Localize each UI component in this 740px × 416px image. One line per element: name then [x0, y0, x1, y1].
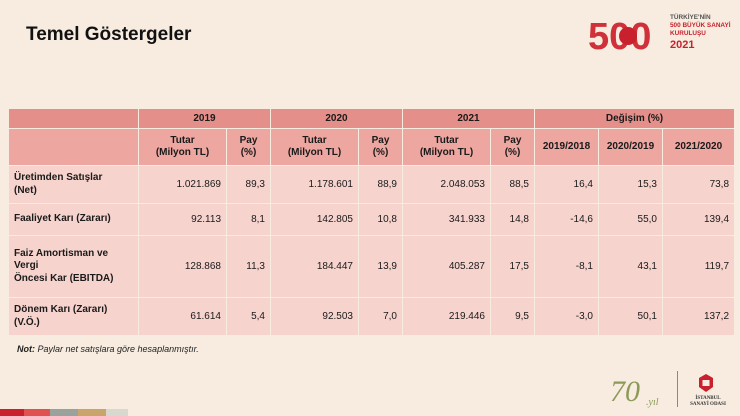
row-label: Faiz Amortisman ve Vergi Öncesi Kar (EBITD… — [8, 235, 139, 298]
header-row-columns: Tutar (Milyon TL) Pay (%) Tutar (Milyon TL… — [8, 128, 736, 166]
header-year-2020: 2020 — [270, 108, 403, 129]
header-year-2021: 2021 — [402, 108, 535, 129]
cell-value: 11,3 — [226, 235, 271, 298]
cell-value: 61.614 — [138, 297, 227, 336]
footer-stripe — [78, 409, 106, 416]
cell-value: 92.503 — [270, 297, 359, 336]
header-share-2021: Pay (%) — [490, 128, 535, 166]
cell-value: 10,8 — [358, 203, 403, 236]
cell-value: 50,1 — [598, 297, 663, 336]
logo-line1: TÜRKİYE'NİN — [670, 14, 711, 21]
logo-year: 2021 — [670, 38, 695, 51]
anniversary-suffix: .yıl — [646, 397, 659, 408]
cell-value: 92.113 — [138, 203, 227, 236]
header-share-2020: Pay (%) — [358, 128, 403, 166]
cell-value: 14,8 — [490, 203, 535, 236]
footer-stripe — [24, 409, 50, 416]
logo-line3: KURULUŞU — [670, 30, 706, 38]
header-change-2021-2020: 2021/2020 — [661, 128, 736, 166]
cell-value: 1.021.869 — [138, 165, 227, 204]
cell-value: 73,8 — [661, 165, 736, 204]
cell-value: 88,9 — [358, 165, 403, 204]
cell-value: 142.805 — [270, 203, 359, 236]
isotope-500-logo: 500 — [588, 16, 651, 58]
cell-value: -3,0 — [534, 297, 599, 336]
cell-value: 405.287 — [402, 235, 491, 298]
cell-value: 8,1 — [226, 203, 271, 236]
note-label: Not: — [17, 344, 35, 354]
header-amount-2020: Tutar (Milyon TL) — [270, 128, 359, 166]
cell-value: 9,5 — [490, 297, 535, 336]
header-share-2019: Pay (%) — [226, 128, 271, 166]
logo-caption: TÜRKİYE'NİN 500 BÜYÜK SANAYİ KURULUŞU 20… — [670, 14, 734, 51]
cell-value: 139,4 — [661, 203, 736, 236]
indicators-table: 2019 2020 2021 Değişim (%) Tutar (Milyon … — [8, 108, 736, 336]
cell-value: 184.447 — [270, 235, 359, 298]
istanbul-chamber-name: İSTANBUL SANAYİ ODASI — [690, 396, 726, 407]
table-row: Üretimden Satışlar (Net) 1.021.869 89,3 1… — [8, 165, 736, 204]
cell-value: 2.048.053 — [402, 165, 491, 204]
header-change: Değişim (%) — [533, 108, 736, 129]
cell-value: 119,7 — [661, 235, 736, 298]
header-row-years: 2019 2020 2021 Değişim (%) — [8, 108, 736, 129]
cell-value: 88,5 — [490, 165, 535, 204]
logo-line2: 500 BÜYÜK SANAYİ — [670, 22, 731, 30]
page-title: Temel Göstergeler — [26, 24, 192, 45]
footer-stripe — [0, 409, 24, 416]
note-text: Paylar net satışlara göre hesaplanmıştır… — [35, 344, 199, 354]
table-row: Faiz Amortisman ve Vergi Öncesi Kar (EBITD… — [8, 235, 736, 298]
header-year-2019: 2019 — [138, 108, 271, 129]
header-corner-2 — [8, 128, 139, 166]
cell-value: 219.446 — [402, 297, 491, 336]
anniversary-70-logo: 70 .yıl — [610, 375, 659, 408]
cell-value: 5,4 — [226, 297, 271, 336]
header-corner — [8, 108, 139, 129]
table-footnote: Not: Paylar net satışlara göre hesaplanm… — [17, 344, 199, 354]
cell-value: -14,6 — [534, 203, 599, 236]
row-label: Üretimden Satışlar (Net) — [8, 165, 139, 204]
anniversary-number: 70 — [610, 375, 640, 408]
header-change-2019-2018: 2019/2018 — [534, 128, 599, 166]
table-row: Faaliyet Karı (Zararı) 92.113 8,1 142.80… — [8, 203, 736, 236]
header-change-2020-2019: 2020/2019 — [598, 128, 663, 166]
cell-value: 7,0 — [358, 297, 403, 336]
row-label: Dönem Karı (Zararı) (V.Ö.) — [8, 297, 139, 336]
header-amount-2019: Tutar (Milyon TL) — [138, 128, 227, 166]
footer-stripe — [50, 409, 78, 416]
cell-value: 137,2 — [661, 297, 736, 336]
cell-value: 17,5 — [490, 235, 535, 298]
cell-value: 128.868 — [138, 235, 227, 298]
footer-stripe — [106, 409, 128, 416]
cell-value: 13,9 — [358, 235, 403, 298]
cell-value: 341.933 — [402, 203, 491, 236]
cell-value: 55,0 — [598, 203, 663, 236]
footer-divider — [677, 371, 678, 407]
cell-value: 89,3 — [226, 165, 271, 204]
cell-value: 16,4 — [534, 165, 599, 204]
row-label: Faaliyet Karı (Zararı) — [8, 203, 139, 236]
cell-value: 1.178.601 — [270, 165, 359, 204]
istanbul-chamber-icon — [699, 374, 713, 392]
cell-value: 15,3 — [598, 165, 663, 204]
header-amount-2021: Tutar (Milyon TL) — [402, 128, 491, 166]
table-row: Dönem Karı (Zararı) (V.Ö.) 61.614 5,4 92.… — [8, 297, 736, 336]
cell-value: -8,1 — [534, 235, 599, 298]
cell-value: 43,1 — [598, 235, 663, 298]
